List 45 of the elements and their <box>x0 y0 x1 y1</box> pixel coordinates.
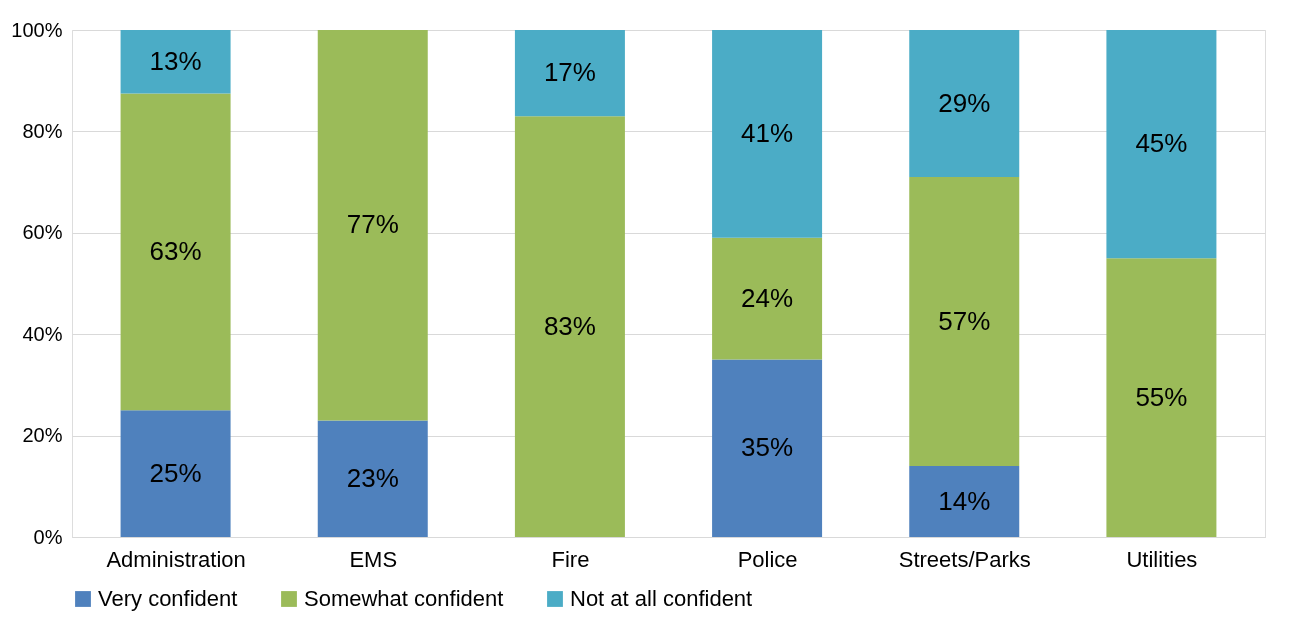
bar <box>909 466 1020 537</box>
bar <box>120 30 231 94</box>
data-label: 17% <box>543 57 596 88</box>
data-label: 24% <box>741 282 794 313</box>
legend-label: Very confident <box>98 586 238 611</box>
y-tick-label: 60% <box>22 221 63 244</box>
data-label: 63% <box>149 235 202 266</box>
y-tick-label: 100% <box>11 18 63 41</box>
data-label: 41% <box>741 117 794 148</box>
y-tick-label: 0% <box>33 525 63 548</box>
data-label: 29% <box>938 87 991 118</box>
data-label: 13% <box>149 45 202 76</box>
bar <box>514 116 625 537</box>
bar <box>1106 30 1217 259</box>
bar <box>712 237 823 360</box>
data-label: 83% <box>543 310 596 341</box>
y-tick-label: 20% <box>22 424 63 447</box>
y-tick-label: 40% <box>22 322 63 345</box>
x-tick-label: Utilities <box>1126 546 1198 572</box>
y-tick-label: 80% <box>22 119 63 142</box>
data-label: 57% <box>938 305 991 336</box>
bar <box>909 177 1020 467</box>
bar <box>712 30 823 238</box>
data-label: 77% <box>346 209 399 240</box>
data-label: 35% <box>741 432 794 463</box>
bar <box>1106 258 1217 537</box>
bar <box>712 359 823 537</box>
x-tick-label: Streets/Parks <box>898 546 1031 572</box>
bar <box>317 30 428 421</box>
x-tick-label: Administration <box>106 546 246 572</box>
data-label: 14% <box>938 485 991 516</box>
bar <box>909 30 1020 178</box>
x-tick-label: EMS <box>349 546 398 572</box>
legend-label: Somewhat confident <box>304 586 504 611</box>
data-label: 45% <box>1135 128 1188 159</box>
data-label: 23% <box>346 462 399 493</box>
data-label: 25% <box>149 457 202 488</box>
data-label: 55% <box>1135 381 1188 412</box>
legend-label: Not at all confident <box>570 586 753 611</box>
bar <box>317 420 428 537</box>
bar <box>514 30 625 117</box>
bar <box>120 410 231 537</box>
x-tick-label: Police <box>737 546 798 572</box>
bar <box>120 93 231 411</box>
x-tick-label: Fire <box>551 546 590 572</box>
